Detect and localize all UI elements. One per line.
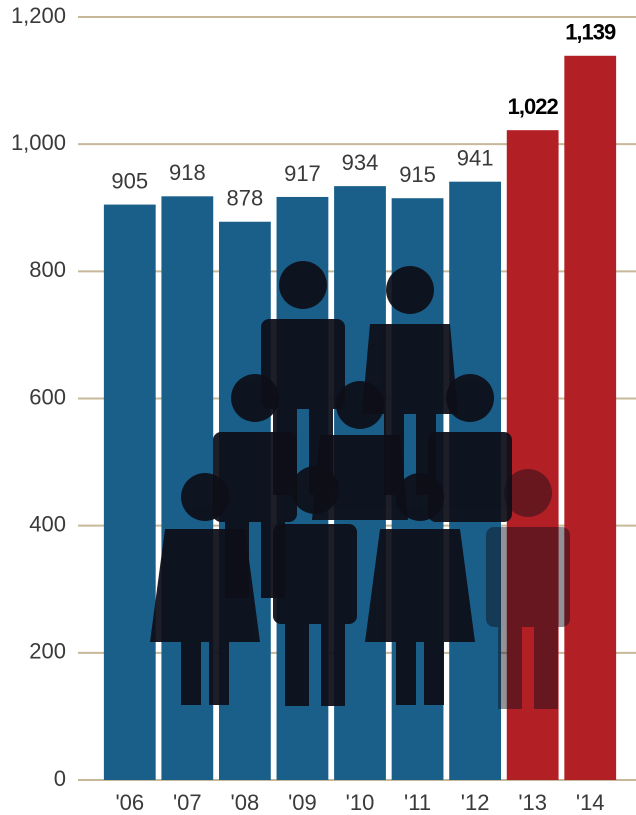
bar [564,56,616,780]
x-tick-label: '08 [231,790,260,815]
x-tick-label: '10 [346,790,375,815]
value-label: 934 [342,150,379,175]
bar [104,205,156,780]
value-label: 941 [457,145,494,170]
x-tick-label: '11 [404,790,431,815]
value-label: 1,139 [565,20,616,45]
value-label: 915 [399,162,436,187]
x-tick-label: '07 [173,790,202,815]
value-label: 918 [169,160,206,185]
y-tick-label: 400 [29,511,66,536]
chart: 0 200 400 600 800 1,000 1,200 '06 905 '07 918 '08 87… [0,0,636,815]
y-tick-label: 1,200 [11,3,66,28]
x-tick-label: '14 [576,790,605,815]
y-tick-label: 0 [54,766,66,791]
value-label: 1,022 [508,94,559,119]
y-tick-label: 800 [29,257,66,282]
y-tick-label: 600 [29,384,66,409]
x-tick-label: '09 [288,790,317,815]
x-tick-label: '06 [115,790,144,815]
x-tick-label: '13 [518,790,547,815]
value-label: 905 [111,168,148,193]
value-label: 878 [227,186,264,211]
y-tick-label: 1,000 [11,130,66,155]
value-label: 917 [284,161,321,186]
y-tick-label: 200 [29,639,66,664]
x-tick-label: '12 [461,790,490,815]
